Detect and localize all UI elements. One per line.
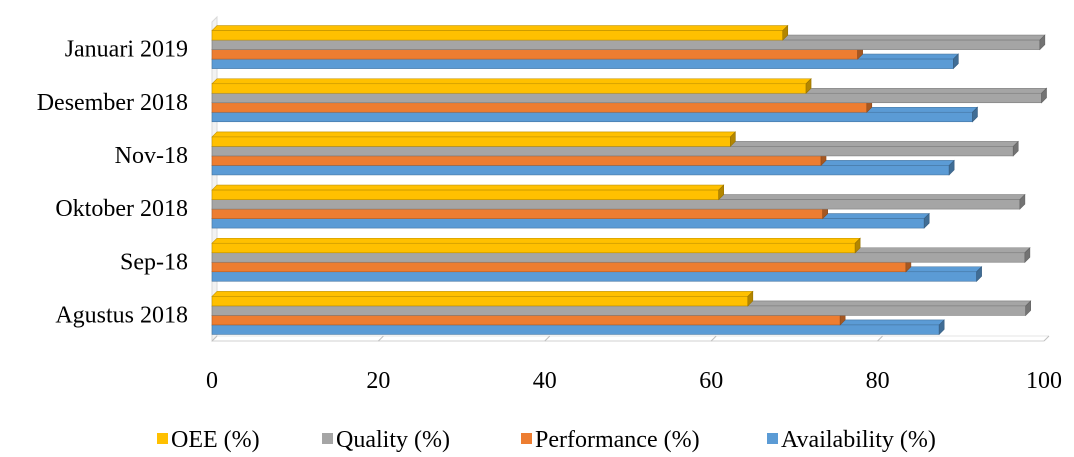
x-tick-mark	[1043, 335, 1050, 342]
bar-oee-1	[211, 237, 861, 254]
legend-label: Performance (%)	[535, 427, 700, 453]
bar-oee-5	[211, 24, 789, 41]
x-tick-label: 40	[533, 368, 557, 394]
legend-swatch	[157, 433, 168, 444]
category-label: Agustus 2018	[55, 302, 188, 328]
x-tick-mark	[710, 335, 717, 342]
legend-swatch	[521, 433, 532, 444]
bars-layer	[211, 24, 1048, 336]
legend-item: Availability (%)	[767, 427, 936, 453]
category-label: Januari 2019	[65, 37, 188, 63]
x-tick-mark	[877, 335, 883, 342]
legend-label: OEE (%)	[171, 427, 260, 453]
legend-item: Quality (%)	[322, 427, 450, 453]
bar-oee-0	[211, 290, 754, 307]
bar-oee-3	[211, 131, 737, 148]
category-label: Oktober 2018	[55, 196, 188, 222]
x-tick-mark	[378, 335, 384, 342]
category-label: Sep-18	[120, 249, 188, 275]
x-tick-label: 80	[866, 368, 890, 394]
legend-item: OEE (%)	[157, 427, 260, 453]
x-tick-label: 0	[206, 368, 218, 394]
category-label: Desember 2018	[37, 90, 188, 116]
x-tick-labels: 0 20 40 60 80 100	[206, 368, 1062, 394]
legend: OEE (%) Quality (%) Performance (%) Availab…	[157, 427, 936, 453]
legend-label: Availability (%)	[781, 427, 936, 453]
bar-oee-2	[211, 184, 725, 201]
x-tick-label: 60	[699, 368, 723, 394]
category-label: Nov-18	[115, 143, 188, 169]
x-tick-mark	[211, 335, 218, 342]
legend-label: Quality (%)	[336, 427, 450, 453]
legend-item: Performance (%)	[521, 427, 700, 453]
x-tick-mark	[544, 335, 551, 342]
x-tick-label: 20	[366, 368, 390, 394]
legend-swatch	[767, 433, 778, 444]
bar-oee-4	[211, 78, 812, 94]
x-tick-label: 100	[1026, 368, 1062, 394]
category-labels: Agustus 2018 Sep-18 Oktober 2018 Nov-18 Dese…	[37, 37, 188, 329]
legend-swatch	[322, 433, 333, 444]
